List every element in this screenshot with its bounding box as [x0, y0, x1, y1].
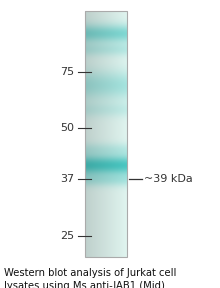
Text: ~39 kDa: ~39 kDa [144, 174, 192, 184]
Bar [85, 11, 127, 257]
Text: Western blot analysis of Jurkat cell
lysates using Ms anti-JAB1 (Mid)
(Cat. No. : Western blot analysis of Jurkat cell lys… [4, 268, 177, 288]
Text: 37: 37 [60, 174, 74, 184]
Text: 25: 25 [60, 231, 74, 241]
Text: 75: 75 [60, 67, 74, 77]
Text: 50: 50 [60, 124, 74, 133]
